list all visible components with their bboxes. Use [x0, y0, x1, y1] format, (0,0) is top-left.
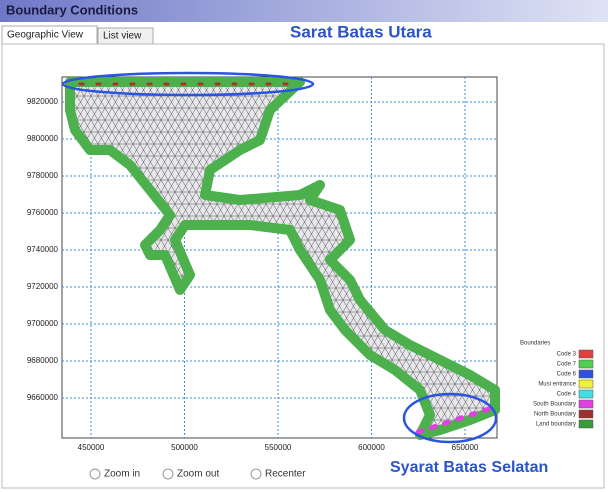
- tab-label[interactable]: Geographic View: [7, 30, 84, 41]
- header-title: Boundary Conditions: [6, 2, 138, 17]
- y-tick-label: 9700000: [27, 319, 59, 328]
- y-tick-label: 9820000: [27, 97, 59, 106]
- radio-button[interactable]: [162, 468, 174, 480]
- legend-swatch: [578, 349, 594, 359]
- y-tick-label: 9800000: [27, 134, 59, 143]
- x-tick-label: 650000: [452, 443, 479, 452]
- x-tick-label: 600000: [358, 443, 385, 452]
- tab-label[interactable]: List view: [103, 31, 142, 42]
- legend-label: Land boundary: [536, 422, 576, 428]
- y-tick-label: 9780000: [27, 171, 59, 180]
- radio-label[interactable]: Zoom out: [177, 469, 219, 480]
- highlight-ellipse: [402, 392, 498, 444]
- highlight-ellipse: [61, 71, 315, 97]
- header-bar: [0, 0, 608, 22]
- legend-swatch: [578, 399, 594, 409]
- legend-swatch: [578, 379, 594, 389]
- legend-label: Code 4: [557, 392, 577, 398]
- radio-button[interactable]: [89, 468, 101, 480]
- legend-label: South Boundary: [533, 402, 576, 408]
- legend-swatch: [578, 409, 594, 419]
- x-tick-label: 500000: [171, 443, 198, 452]
- radio-button[interactable]: [250, 468, 262, 480]
- y-tick-label: 9660000: [27, 393, 59, 402]
- y-tick-label: 9720000: [27, 282, 59, 291]
- legend-swatch: [578, 369, 594, 379]
- river-mesh: [65, 77, 500, 440]
- radio-label[interactable]: Zoom in: [104, 469, 140, 480]
- radio-label[interactable]: Recenter: [265, 469, 306, 480]
- annotation: Sarat Batas Utara: [290, 22, 432, 41]
- x-tick-label: 550000: [265, 443, 292, 452]
- legend-swatch: [578, 419, 594, 429]
- legend-label: North Boundary: [534, 412, 576, 418]
- y-tick-label: 9680000: [27, 356, 59, 365]
- x-tick-label: 450000: [78, 443, 105, 452]
- legend-label: Code 6: [557, 372, 577, 378]
- legend-title: Boundaries: [520, 341, 550, 347]
- legend-swatch: [578, 389, 594, 399]
- annotation: Syarat Batas Selatan: [390, 459, 548, 476]
- legend-swatch: [578, 359, 594, 369]
- legend-label: Musi entrance: [538, 382, 576, 388]
- y-tick-label: 9740000: [27, 245, 59, 254]
- legend-label: Code 3: [557, 352, 577, 358]
- panel: [1, 43, 605, 489]
- legend-label: Code 7: [557, 362, 577, 368]
- south-boundary: [415, 405, 495, 435]
- y-tick-label: 9760000: [27, 208, 59, 217]
